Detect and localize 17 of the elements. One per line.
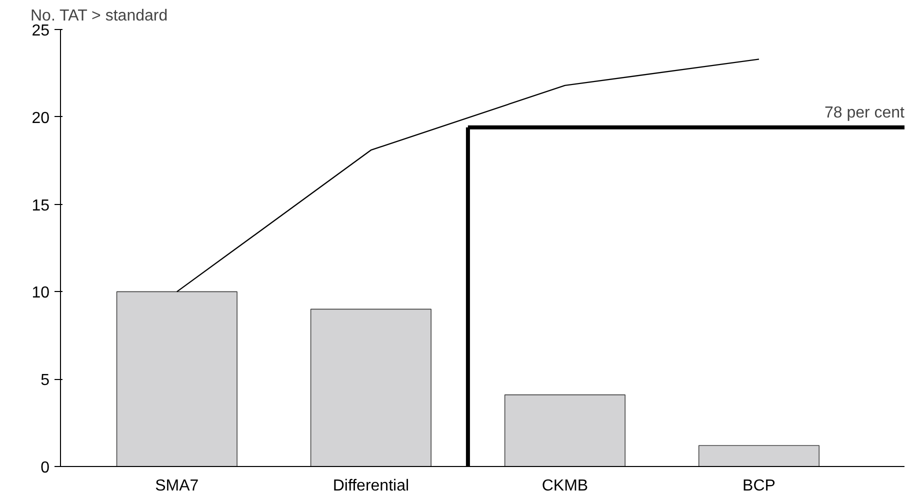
bar bbox=[116, 291, 238, 466]
y-tick-label: 20 bbox=[32, 110, 50, 127]
y-tick-label: 25 bbox=[32, 22, 50, 40]
x-tick-label: Differential bbox=[332, 478, 410, 494]
y-axis-title: No. TAT > standard bbox=[30, 8, 168, 24]
y-tick-label: 5 bbox=[40, 372, 50, 390]
line-series bbox=[176, 58, 760, 292]
x-tick-label: SMA7 bbox=[155, 478, 199, 494]
ref-line-label: 78 per cent bbox=[824, 104, 906, 122]
x-tick-label: BCP bbox=[742, 478, 776, 494]
y-tick-label: 15 bbox=[32, 197, 50, 214]
y-tick-label: 10 bbox=[32, 284, 50, 302]
y-tick-label: 0 bbox=[40, 460, 50, 476]
bar bbox=[310, 308, 432, 466]
bar bbox=[698, 445, 820, 466]
bar bbox=[504, 394, 626, 466]
x-tick-label: CKMB bbox=[542, 478, 588, 494]
